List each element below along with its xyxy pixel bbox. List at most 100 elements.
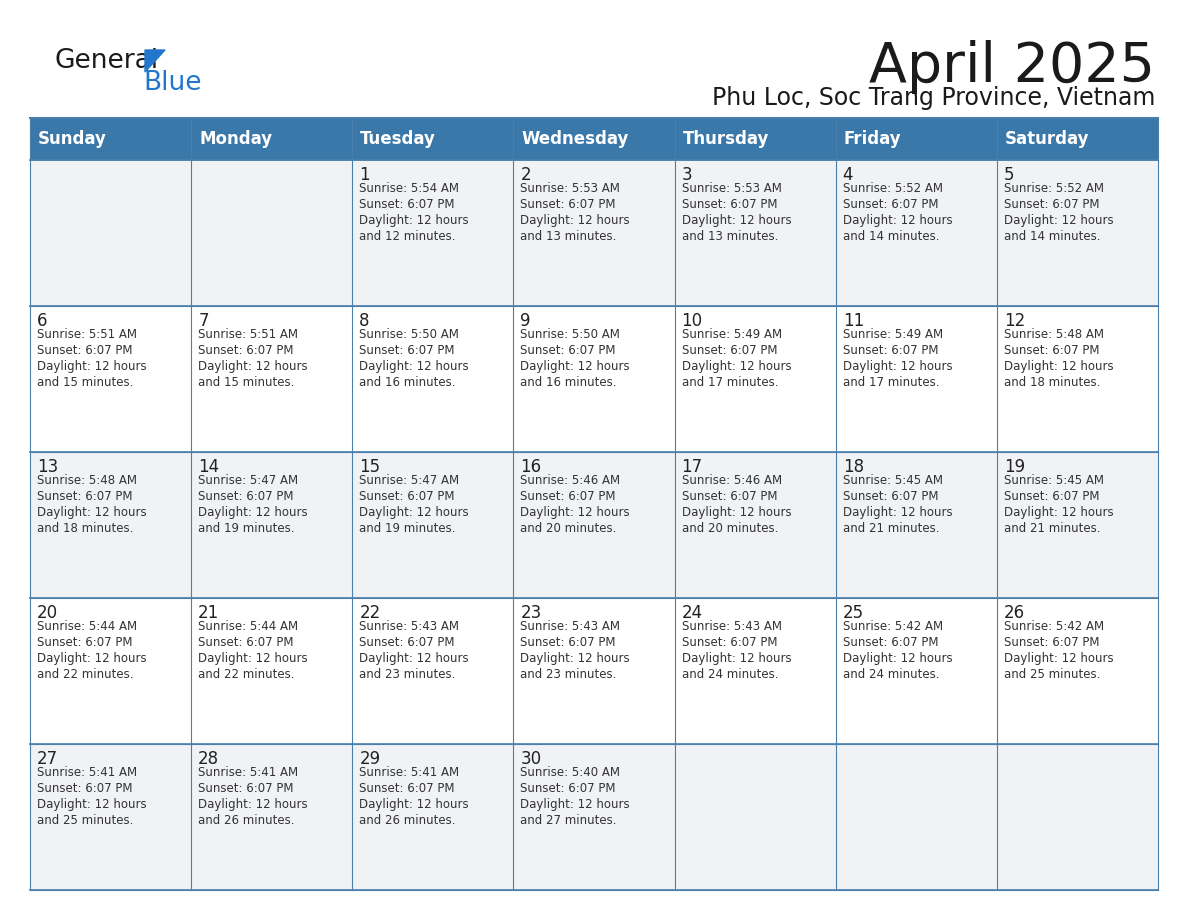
Text: Daylight: 12 hours: Daylight: 12 hours: [359, 652, 469, 665]
Text: Sunrise: 5:50 AM: Sunrise: 5:50 AM: [359, 328, 459, 341]
Text: Sunset: 6:07 PM: Sunset: 6:07 PM: [842, 198, 939, 211]
Text: Sunrise: 5:43 AM: Sunrise: 5:43 AM: [520, 620, 620, 633]
Text: and 18 minutes.: and 18 minutes.: [1004, 376, 1100, 389]
Text: Sunrise: 5:52 AM: Sunrise: 5:52 AM: [842, 182, 943, 195]
Text: Daylight: 12 hours: Daylight: 12 hours: [520, 360, 630, 373]
Text: 9: 9: [520, 312, 531, 330]
Text: and 13 minutes.: and 13 minutes.: [682, 230, 778, 243]
Text: Sunrise: 5:45 AM: Sunrise: 5:45 AM: [1004, 474, 1104, 487]
Text: 2: 2: [520, 166, 531, 184]
Text: Sunset: 6:07 PM: Sunset: 6:07 PM: [198, 344, 293, 357]
Bar: [30, 118, 1158, 160]
Text: Daylight: 12 hours: Daylight: 12 hours: [198, 360, 308, 373]
Text: Phu Loc, Soc Trang Province, Vietnam: Phu Loc, Soc Trang Province, Vietnam: [712, 86, 1155, 110]
Text: Sunrise: 5:51 AM: Sunrise: 5:51 AM: [198, 328, 298, 341]
Text: Sunrise: 5:44 AM: Sunrise: 5:44 AM: [198, 620, 298, 633]
Text: and 21 minutes.: and 21 minutes.: [842, 522, 940, 535]
Text: Sunset: 6:07 PM: Sunset: 6:07 PM: [842, 344, 939, 357]
Text: Sunset: 6:07 PM: Sunset: 6:07 PM: [198, 782, 293, 795]
Text: and 18 minutes.: and 18 minutes.: [37, 522, 133, 535]
Bar: [30, 744, 1158, 890]
Text: and 15 minutes.: and 15 minutes.: [37, 376, 133, 389]
Text: 1: 1: [359, 166, 369, 184]
Text: and 15 minutes.: and 15 minutes.: [198, 376, 295, 389]
Text: Sunrise: 5:46 AM: Sunrise: 5:46 AM: [682, 474, 782, 487]
Text: Sunrise: 5:41 AM: Sunrise: 5:41 AM: [359, 766, 460, 779]
Text: 4: 4: [842, 166, 853, 184]
Text: Sunset: 6:07 PM: Sunset: 6:07 PM: [359, 344, 455, 357]
Text: Daylight: 12 hours: Daylight: 12 hours: [682, 214, 791, 227]
Text: Sunset: 6:07 PM: Sunset: 6:07 PM: [682, 344, 777, 357]
Bar: [30, 160, 1158, 306]
Text: Sunrise: 5:45 AM: Sunrise: 5:45 AM: [842, 474, 943, 487]
Bar: [30, 598, 1158, 744]
Text: Sunset: 6:07 PM: Sunset: 6:07 PM: [359, 782, 455, 795]
Text: Sunday: Sunday: [38, 130, 107, 148]
Text: Sunset: 6:07 PM: Sunset: 6:07 PM: [520, 490, 615, 503]
Text: Daylight: 12 hours: Daylight: 12 hours: [198, 798, 308, 811]
Text: April 2025: April 2025: [868, 40, 1155, 94]
Text: and 20 minutes.: and 20 minutes.: [682, 522, 778, 535]
Text: Sunset: 6:07 PM: Sunset: 6:07 PM: [37, 490, 133, 503]
Text: 26: 26: [1004, 604, 1025, 622]
Text: 27: 27: [37, 750, 58, 768]
Polygon shape: [145, 50, 165, 72]
Text: Daylight: 12 hours: Daylight: 12 hours: [37, 652, 146, 665]
Text: 6: 6: [37, 312, 48, 330]
Text: Daylight: 12 hours: Daylight: 12 hours: [198, 652, 308, 665]
Text: Sunrise: 5:48 AM: Sunrise: 5:48 AM: [37, 474, 137, 487]
Text: General: General: [55, 48, 159, 74]
Text: 30: 30: [520, 750, 542, 768]
Text: Sunrise: 5:50 AM: Sunrise: 5:50 AM: [520, 328, 620, 341]
Text: Daylight: 12 hours: Daylight: 12 hours: [359, 506, 469, 519]
Text: and 12 minutes.: and 12 minutes.: [359, 230, 456, 243]
Text: Daylight: 12 hours: Daylight: 12 hours: [359, 798, 469, 811]
Text: Daylight: 12 hours: Daylight: 12 hours: [520, 506, 630, 519]
Text: Daylight: 12 hours: Daylight: 12 hours: [1004, 506, 1113, 519]
Text: Blue: Blue: [143, 70, 202, 96]
Text: and 19 minutes.: and 19 minutes.: [359, 522, 456, 535]
Text: Sunrise: 5:47 AM: Sunrise: 5:47 AM: [198, 474, 298, 487]
Text: 3: 3: [682, 166, 693, 184]
Text: 14: 14: [198, 458, 220, 476]
Text: 12: 12: [1004, 312, 1025, 330]
Text: Sunset: 6:07 PM: Sunset: 6:07 PM: [359, 198, 455, 211]
Text: Sunrise: 5:47 AM: Sunrise: 5:47 AM: [359, 474, 460, 487]
Text: and 16 minutes.: and 16 minutes.: [520, 376, 617, 389]
Text: and 14 minutes.: and 14 minutes.: [842, 230, 940, 243]
Bar: [30, 452, 1158, 598]
Text: and 24 minutes.: and 24 minutes.: [682, 668, 778, 681]
Text: Daylight: 12 hours: Daylight: 12 hours: [842, 360, 953, 373]
Text: Sunset: 6:07 PM: Sunset: 6:07 PM: [842, 636, 939, 649]
Text: Sunrise: 5:41 AM: Sunrise: 5:41 AM: [198, 766, 298, 779]
Text: 20: 20: [37, 604, 58, 622]
Text: 11: 11: [842, 312, 864, 330]
Text: Daylight: 12 hours: Daylight: 12 hours: [1004, 214, 1113, 227]
Text: Daylight: 12 hours: Daylight: 12 hours: [842, 652, 953, 665]
Text: Sunset: 6:07 PM: Sunset: 6:07 PM: [359, 636, 455, 649]
Text: Sunrise: 5:42 AM: Sunrise: 5:42 AM: [842, 620, 943, 633]
Text: Daylight: 12 hours: Daylight: 12 hours: [1004, 652, 1113, 665]
Text: Sunset: 6:07 PM: Sunset: 6:07 PM: [198, 636, 293, 649]
Text: 24: 24: [682, 604, 702, 622]
Text: 29: 29: [359, 750, 380, 768]
Text: Monday: Monday: [200, 130, 272, 148]
Text: Thursday: Thursday: [683, 130, 769, 148]
Text: 25: 25: [842, 604, 864, 622]
Text: Sunrise: 5:43 AM: Sunrise: 5:43 AM: [359, 620, 460, 633]
Text: Sunrise: 5:41 AM: Sunrise: 5:41 AM: [37, 766, 137, 779]
Text: and 21 minutes.: and 21 minutes.: [1004, 522, 1100, 535]
Text: Daylight: 12 hours: Daylight: 12 hours: [682, 652, 791, 665]
Text: Sunrise: 5:52 AM: Sunrise: 5:52 AM: [1004, 182, 1104, 195]
Text: Sunset: 6:07 PM: Sunset: 6:07 PM: [682, 636, 777, 649]
Text: Sunset: 6:07 PM: Sunset: 6:07 PM: [520, 782, 615, 795]
Text: Sunrise: 5:44 AM: Sunrise: 5:44 AM: [37, 620, 137, 633]
Text: Sunset: 6:07 PM: Sunset: 6:07 PM: [198, 490, 293, 503]
Text: 8: 8: [359, 312, 369, 330]
Text: and 27 minutes.: and 27 minutes.: [520, 814, 617, 827]
Text: Sunrise: 5:51 AM: Sunrise: 5:51 AM: [37, 328, 137, 341]
Text: 5: 5: [1004, 166, 1015, 184]
Text: Daylight: 12 hours: Daylight: 12 hours: [359, 360, 469, 373]
Text: Sunset: 6:07 PM: Sunset: 6:07 PM: [682, 198, 777, 211]
Text: 7: 7: [198, 312, 209, 330]
